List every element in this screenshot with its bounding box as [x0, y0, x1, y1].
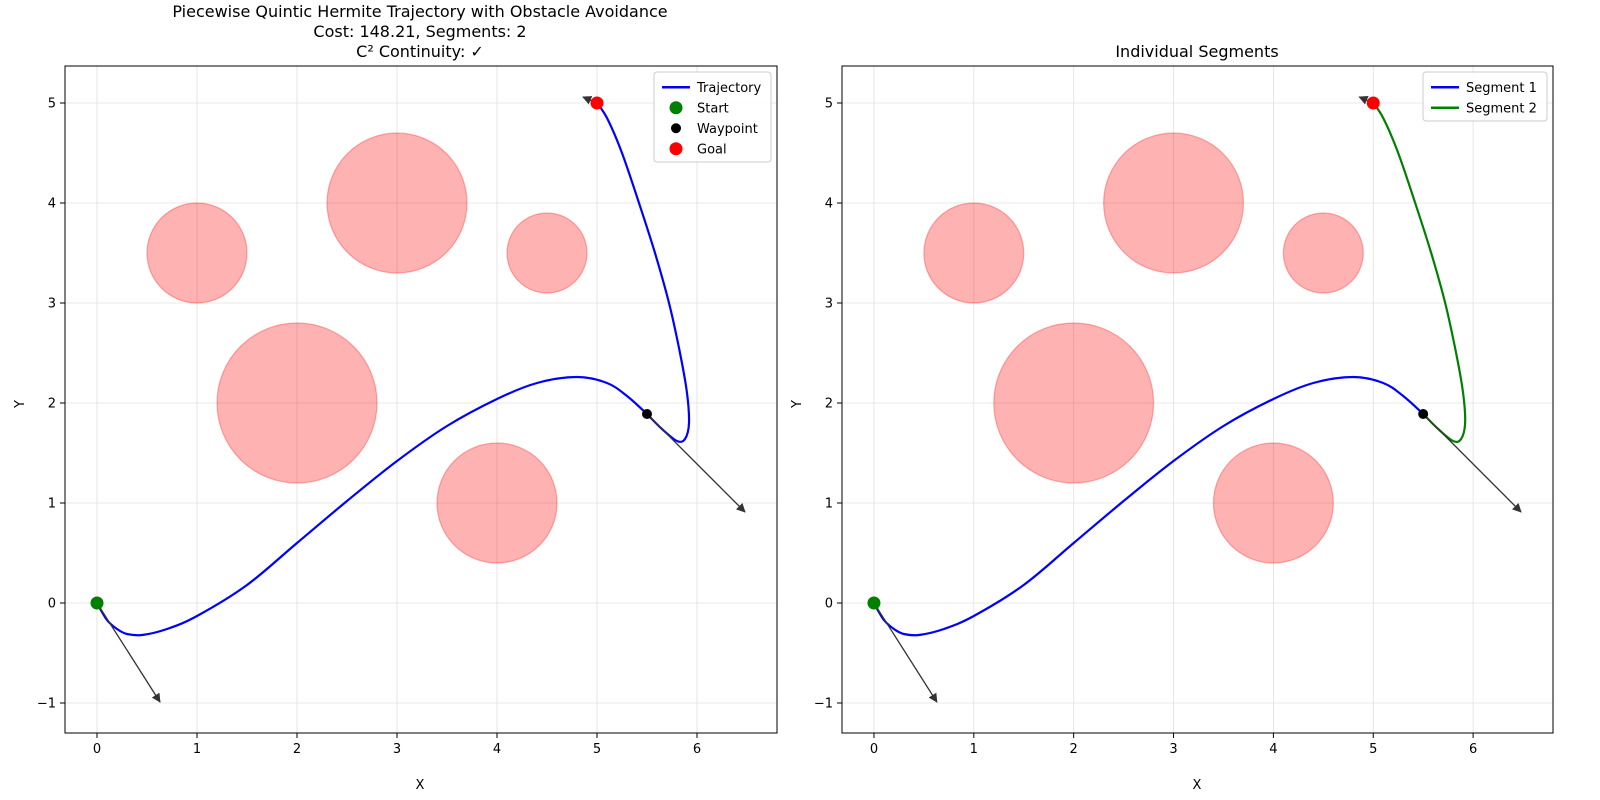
right-obstacle-5 [1212, 442, 1334, 564]
right-plot-content [867, 96, 1522, 703]
left-y-tick-label--1: −1 [37, 697, 56, 712]
right-velocity-arrow-1 [873, 602, 938, 703]
right-x-axis-label: X [1193, 778, 1202, 793]
left-x-tick-label-6: 6 [693, 742, 701, 757]
right-waypoint [1418, 409, 1429, 419]
right-y-tick-label-3: 3 [825, 297, 833, 312]
right-obstacle-1 [923, 202, 1025, 304]
right-x-tick-label-3: 3 [1169, 742, 1177, 757]
left-trajectory-segment-1 [96, 375, 648, 637]
left-x-tick-label-2: 2 [293, 742, 301, 757]
left-chart: Piecewise Quintic Hermite Trajectory wit… [13, 2, 778, 793]
right-legend: Segment 1 Segment 2 [1422, 71, 1548, 122]
right-y-tick-label-0: 0 [825, 597, 833, 612]
left-y-tick-label-1: 1 [48, 497, 56, 512]
left-x-tick-label-1: 1 [193, 742, 201, 757]
right-legend-label-segment-2: Segment 2 [1466, 101, 1537, 116]
right-x-tick-label-4: 4 [1269, 742, 1277, 757]
right-obstacle-2 [1103, 132, 1245, 274]
right-trajectory-segment-2 [1372, 102, 1467, 444]
left-y-tick-label-3: 3 [48, 297, 56, 312]
left-obstacle-4 [216, 322, 378, 484]
right-y-tick-label-2: 2 [825, 397, 833, 412]
right-x-tick-label-5: 5 [1369, 742, 1377, 757]
right-goal-point [1366, 96, 1380, 110]
left-legend: Trajectory Start Waypoint Goal [653, 71, 772, 163]
left-legend-label-start: Start [697, 101, 729, 116]
left-plot-area: 0 1 2 3 4 5 6 −1 0 1 2 3 4 5 [37, 65, 778, 757]
right-velocity-arrow-2 [1422, 413, 1522, 513]
left-velocity-arrow-1 [96, 602, 161, 703]
left-title-line-3: C² Continuity: ✓ [356, 42, 484, 61]
left-x-tick-label-3: 3 [393, 742, 401, 757]
left-title-line-1: Piecewise Quintic Hermite Trajectory wit… [172, 2, 667, 21]
right-axes-frame [841, 65, 1554, 734]
right-x-tick-label-2: 2 [1070, 742, 1078, 757]
left-start-point [90, 596, 104, 610]
right-y-tick-label-5: 5 [825, 97, 833, 112]
right-y-tick-label-1: 1 [825, 497, 833, 512]
right-obstacle-4 [993, 322, 1155, 484]
left-axes-frame [64, 65, 778, 734]
right-plot-area: 0 1 2 3 4 5 6 −1 0 1 2 3 4 5 [814, 65, 1554, 757]
left-legend-swatch-start [669, 101, 683, 115]
left-y-tick-label-5: 5 [48, 97, 56, 112]
right-x-tick-label-0: 0 [870, 742, 878, 757]
left-obstacle-1 [146, 202, 248, 304]
right-obstacle-3 [1282, 212, 1364, 294]
left-waypoint [642, 409, 652, 419]
left-y-axis-label: Y [13, 400, 28, 409]
left-legend-swatch-goal [669, 142, 683, 156]
left-goal-point [590, 96, 604, 110]
left-x-tick-label-5: 5 [593, 742, 601, 757]
left-legend-label-goal: Goal [697, 142, 727, 157]
right-title: Individual Segments [1115, 42, 1278, 61]
right-legend-label-segment-1: Segment 1 [1466, 81, 1537, 96]
left-title-line-2: Cost: 148.21, Segments: 2 [313, 22, 526, 41]
left-velocity-arrow-2 [646, 413, 746, 513]
left-y-tick-label-2: 2 [48, 397, 56, 412]
left-obstacle-3 [506, 212, 588, 294]
right-y-tick-label-4: 4 [825, 197, 833, 212]
right-x-tick-label-1: 1 [970, 742, 978, 757]
left-plot-content [90, 96, 746, 703]
right-chart: Individual Segments X Y 0 1 2 3 4 5 6−1012345 … [790, 42, 1554, 793]
left-legend-swatch-waypoint [671, 123, 681, 134]
left-y-tick-label-0: 0 [48, 597, 56, 612]
left-legend-box [653, 71, 772, 163]
left-legend-label-waypoint: Waypoint [697, 122, 758, 137]
left-x-tick-label-0: 0 [93, 742, 101, 757]
left-x-tick-label-4: 4 [493, 742, 501, 757]
left-obstacle-2 [326, 132, 468, 274]
right-x-tick-label-6: 6 [1469, 742, 1477, 757]
right-trajectory-segment-1 [873, 375, 1424, 637]
left-x-axis-label: X [416, 778, 425, 793]
left-obstacle-5 [436, 442, 558, 564]
left-y-tick-label-4: 4 [48, 197, 56, 212]
right-y-tick-label--1: −1 [814, 697, 833, 712]
left-legend-label-trajectory: Trajectory [696, 81, 761, 96]
right-start-point [867, 596, 881, 610]
right-y-axis-label: Y [790, 400, 805, 409]
left-trajectory-segment-2 [596, 102, 691, 444]
